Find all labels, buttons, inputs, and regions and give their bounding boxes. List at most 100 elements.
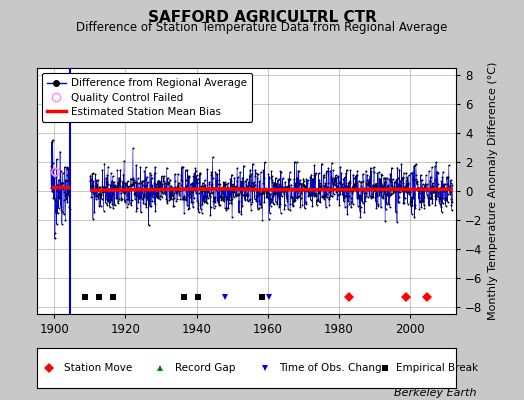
Point (178, 164, 186, 170)
Point (150, 170, 159, 176)
Point (87, 183, 95, 190)
Point (391, 188, 399, 194)
Point (137, 209, 145, 216)
Point (224, 188, 233, 194)
Point (446, 189, 454, 195)
Point (441, 202, 450, 209)
Point (145, 190, 154, 196)
Point (335, 186, 343, 193)
Point (313, 198, 322, 204)
Point (344, 192, 352, 199)
Point (212, 178, 220, 184)
Point (376, 178, 385, 184)
Point (352, 185, 360, 191)
Point (435, 198, 443, 204)
Point (299, 180, 307, 187)
Point (323, 191, 331, 198)
Point (260, 199, 268, 206)
Point (396, 189, 404, 196)
Point (171, 189, 180, 195)
Point (126, 181, 135, 187)
Point (323, 194, 331, 200)
Point (167, 193, 176, 200)
Point (220, 198, 228, 204)
Point (245, 178, 254, 184)
Point (412, 160, 420, 167)
Point (285, 169, 293, 176)
Point (374, 185, 383, 191)
Point (189, 173, 198, 180)
Point (120, 180, 128, 187)
Point (395, 194, 403, 200)
Point (285, 176, 293, 183)
Point (300, 178, 308, 184)
Point (434, 170, 442, 176)
Point (106, 182, 115, 188)
Point (266, 191, 275, 198)
Point (131, 196, 139, 202)
Point (143, 182, 151, 189)
Point (134, 195, 143, 201)
Point (121, 190, 129, 196)
Point (401, 188, 409, 194)
Point (100, 187, 108, 194)
Point (357, 198, 366, 204)
Point (416, 199, 424, 206)
Point (368, 192, 376, 199)
Point (364, 180, 373, 186)
Point (429, 189, 438, 196)
Point (381, 218, 389, 224)
Point (288, 195, 297, 202)
Point (128, 182, 136, 188)
Point (156, 179, 165, 185)
Point (241, 196, 249, 203)
Point (255, 205, 263, 212)
Point (210, 185, 218, 191)
Point (434, 191, 442, 198)
Point (403, 177, 411, 183)
Point (131, 190, 139, 196)
Point (172, 187, 180, 194)
Point (401, 184, 410, 190)
Point (115, 177, 124, 183)
Point (427, 174, 435, 180)
Point (306, 174, 314, 180)
Point (315, 189, 324, 196)
Point (328, 176, 336, 182)
Point (144, 179, 152, 185)
Point (157, 180, 165, 187)
Point (233, 178, 242, 184)
Point (334, 191, 342, 198)
Point (97, 189, 106, 195)
Point (348, 201, 357, 207)
Point (241, 178, 249, 184)
Point (56, 189, 64, 195)
Point (253, 175, 261, 182)
Point (50, 174, 59, 181)
Point (373, 180, 381, 186)
Point (291, 185, 299, 192)
Point (367, 168, 375, 175)
Point (59, 180, 67, 187)
Point (223, 205, 231, 211)
Point (237, 178, 245, 184)
Point (234, 209, 243, 216)
Point (181, 183, 190, 190)
Point (443, 180, 452, 187)
Point (283, 183, 292, 189)
Point (50, 194, 58, 201)
Point (378, 194, 386, 200)
Point (422, 172, 430, 179)
Point (409, 169, 417, 176)
Point (292, 159, 301, 166)
Point (411, 202, 419, 208)
Point (101, 188, 110, 194)
Point (243, 190, 252, 196)
Point (405, 186, 413, 192)
Point (214, 198, 222, 205)
Point (185, 194, 194, 200)
Point (255, 186, 264, 193)
Point (446, 186, 454, 192)
Point (257, 203, 266, 210)
Point (130, 179, 139, 185)
